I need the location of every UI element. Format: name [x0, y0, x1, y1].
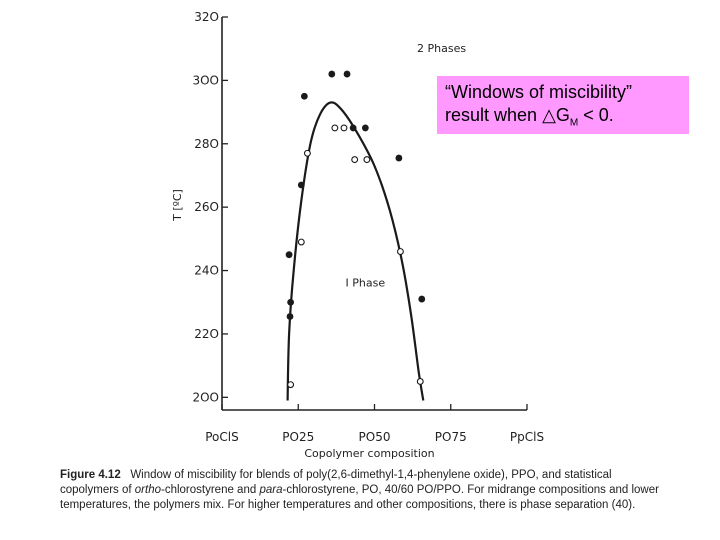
open-data-point — [297, 238, 305, 246]
x-tick-label: PO50 — [359, 430, 391, 444]
open-data-point — [340, 124, 348, 132]
filled-data-point — [361, 124, 369, 132]
y-tick-label: 22O — [194, 327, 219, 341]
y-axis-label: T [ºC] — [171, 189, 184, 222]
filled-data-point — [418, 295, 426, 303]
caption-text-3: -chlorostyrene, PO, 40/60 PO/PPO. For mi… — [60, 484, 659, 511]
data-points — [285, 70, 426, 389]
filled-data-point — [285, 251, 293, 259]
filled-data-point — [287, 298, 295, 306]
filled-data-point — [343, 70, 351, 78]
y-tick-label: 24O — [194, 264, 219, 278]
filled-data-point — [395, 154, 403, 162]
open-data-point — [396, 248, 404, 255]
miscibility-callout: “Windows of miscibility” result when △GM… — [437, 76, 689, 134]
open-data-point — [351, 156, 359, 164]
y-tick-label: 26O — [194, 200, 219, 214]
callout-line-2: result when △GM < 0. — [445, 104, 681, 135]
caption-text-1: Window of miscibility for blends of poly… — [60, 469, 612, 496]
y-tick-label: 32O — [194, 10, 219, 24]
filled-data-point — [300, 92, 308, 100]
x-tick-label: PoClS — [205, 430, 238, 444]
open-data-point — [331, 124, 339, 132]
x-tick-label: PO25 — [282, 430, 314, 444]
delta-symbol: △ — [542, 105, 556, 125]
chart-ticks: 2OO 22O 24O 26O 28O 3OO 32O PoClS PO25 PO50 PO75 Pp… — [192, 10, 544, 444]
x-axis-label: Copolymer composition — [304, 447, 434, 460]
miscibility-boundary-curve — [286, 101, 425, 401]
y-tick-label: 28O — [194, 137, 219, 151]
filled-data-point — [297, 181, 305, 189]
filled-data-point — [328, 70, 336, 78]
x-tick-label: PO75 — [435, 430, 467, 444]
caption-text-2: -chlorostyrene and — [161, 484, 260, 496]
chart-labels: Copolymer composition T [ºC] 2 Phases I … — [171, 42, 466, 460]
region-label-two-phases: 2 Phases — [417, 42, 466, 55]
filled-data-point — [349, 124, 357, 132]
subscript-m: M — [569, 117, 579, 129]
x-tick-label: PpClS — [510, 430, 544, 444]
open-data-point — [303, 149, 311, 157]
open-data-point — [416, 378, 424, 385]
open-data-point — [287, 381, 295, 389]
callout-prefix: result when — [445, 105, 543, 125]
callout-suffix: < 0. — [578, 105, 614, 125]
callout-line-1: “Windows of miscibility” — [445, 82, 633, 102]
g-symbol: G — [555, 105, 570, 125]
figure-caption: Figure 4.12 Window of miscibility for bl… — [60, 468, 660, 513]
caption-label: Figure 4.12 — [60, 469, 121, 481]
y-tick-label: 3OO — [192, 73, 219, 87]
open-data-point — [363, 156, 371, 164]
caption-para: para — [259, 484, 283, 496]
filled-data-point — [286, 313, 294, 320]
caption-ortho: ortho — [134, 484, 161, 496]
region-label-one-phase: I Phase — [346, 276, 386, 289]
y-tick-label: 2OO — [192, 390, 219, 404]
